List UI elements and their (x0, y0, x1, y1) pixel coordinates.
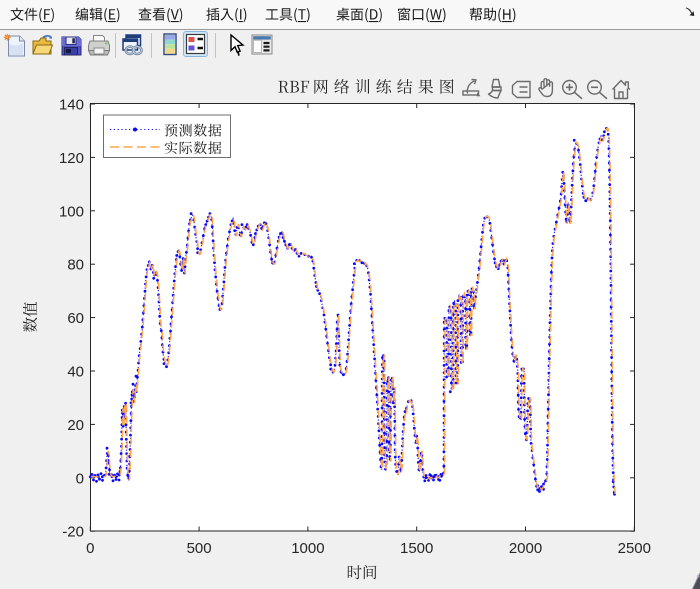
svg-text:2500: 2500 (618, 540, 651, 557)
svg-text:20: 20 (67, 417, 84, 434)
svg-text:40: 40 (67, 364, 84, 381)
svg-text:140: 140 (59, 97, 84, 114)
svg-text:120: 120 (59, 150, 84, 167)
svg-text:-20: -20 (62, 524, 84, 541)
svg-text:80: 80 (67, 257, 84, 274)
svg-text:1500: 1500 (400, 540, 433, 557)
svg-text:1000: 1000 (291, 540, 324, 557)
svg-text:0: 0 (86, 540, 94, 557)
svg-text:2000: 2000 (509, 540, 542, 557)
svg-text:60: 60 (67, 310, 84, 327)
svg-text:100: 100 (59, 203, 84, 220)
svg-text:0: 0 (76, 470, 84, 487)
svg-text:500: 500 (187, 540, 212, 557)
